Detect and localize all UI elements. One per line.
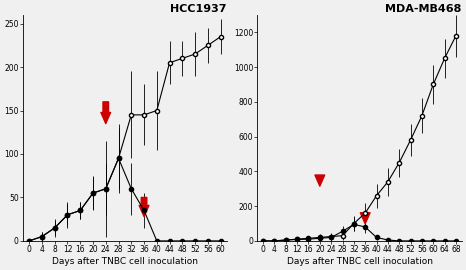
Text: HCC1937: HCC1937 xyxy=(171,4,227,14)
X-axis label: Days after TNBC cell inoculation: Days after TNBC cell inoculation xyxy=(287,257,432,266)
X-axis label: Days after TNBC cell inoculation: Days after TNBC cell inoculation xyxy=(52,257,198,266)
Text: MDA-MB468: MDA-MB468 xyxy=(385,4,462,14)
